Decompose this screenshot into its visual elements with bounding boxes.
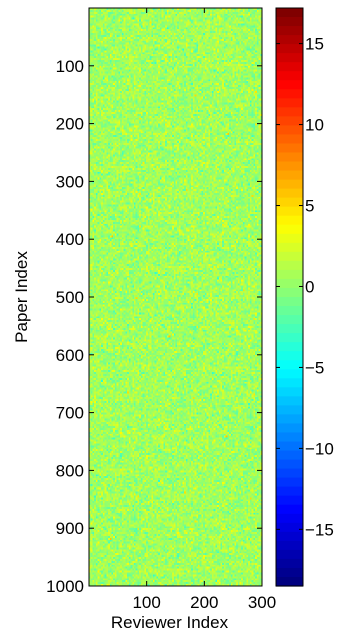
colorbar-swatch (276, 315, 303, 325)
colorbar-swatch (276, 396, 303, 406)
colorbar-swatch (276, 549, 303, 560)
y-tick-label: 900 (56, 519, 84, 538)
x-tick-label: 200 (190, 593, 218, 612)
x-axis: 100 200 300 (132, 8, 276, 612)
colorbar-swatch (276, 161, 303, 172)
colorbar-swatch (276, 414, 303, 425)
colorbar-swatch (276, 558, 303, 569)
y-tick-label: 600 (56, 346, 84, 365)
colorbar-tick-label: −15 (305, 520, 334, 539)
colorbar-swatch (276, 297, 303, 307)
colorbar-swatch (276, 53, 303, 63)
colorbar-swatch (276, 324, 303, 334)
colorbar-tick-label: −5 (305, 358, 324, 377)
colorbar-swatch (276, 170, 303, 181)
colorbar-swatch (276, 459, 303, 470)
colorbar-swatch (276, 179, 303, 190)
colorbar-tick-label: 15 (305, 35, 324, 54)
colorbar-swatch (276, 504, 303, 515)
colorbar-swatch (276, 107, 303, 117)
colorbar-swatch (276, 432, 303, 443)
colorbar-swatch (276, 224, 303, 235)
heatmap-image (89, 8, 262, 586)
y-tick-label: 500 (56, 288, 84, 307)
colorbar-swatch (276, 26, 303, 36)
colorbar-swatch (276, 531, 303, 542)
y-axis: 100 200 300 400 500 600 700 800 900 1000 (46, 57, 262, 596)
x-tick-label: 100 (132, 593, 160, 612)
colorbar-swatch (276, 143, 303, 154)
colorbar-swatch (276, 251, 303, 262)
colorbar-swatch (276, 116, 303, 127)
colorbar-swatch (276, 369, 303, 379)
colorbar-swatch (276, 269, 303, 280)
colorbar-swatch (276, 423, 303, 434)
colorbar-swatch (276, 333, 303, 343)
colorbar-swatch (276, 206, 303, 217)
y-tick-label: 1000 (46, 577, 84, 596)
colorbar-swatch (276, 306, 303, 316)
colorbar-swatch (276, 62, 303, 72)
colorbar-swatch (276, 80, 303, 90)
colorbar-swatch (276, 17, 303, 27)
colorbar-swatch (276, 441, 303, 452)
colorbar-tick-label: −10 (305, 439, 334, 458)
colorbar-swatch (276, 242, 303, 253)
y-tick-label: 300 (56, 172, 84, 191)
colorbar-swatch (276, 152, 303, 163)
colorbar-swatch (276, 468, 303, 479)
colorbar-swatch (276, 522, 303, 533)
y-tick-label: 800 (56, 461, 84, 480)
colorbar-swatch (276, 197, 303, 208)
colorbar-swatch (276, 540, 303, 551)
colorbar (276, 8, 303, 587)
colorbar-swatch (276, 576, 303, 587)
colorbar-tick-label: 10 (305, 116, 324, 135)
colorbar-swatch (276, 360, 303, 370)
colorbar-frame (275, 7, 304, 587)
heatmap-cells (89, 8, 262, 586)
colorbar-swatch (276, 44, 303, 54)
y-tick-label: 700 (56, 404, 84, 423)
colorbar-swatch (276, 278, 303, 289)
colorbar-swatch (276, 387, 303, 397)
colorbar-swatch (276, 8, 303, 18)
y-axis-label: Paper Index (12, 251, 31, 343)
colorbar-swatch (276, 287, 303, 298)
colorbar-swatch (276, 351, 303, 361)
colorbar-swatch (276, 35, 303, 45)
y-tick-label: 200 (56, 115, 84, 134)
colorbar-tick-label: 0 (305, 277, 314, 296)
y-tick-label: 400 (56, 230, 84, 249)
colorbar-swatch (276, 188, 303, 199)
colorbar-swatch (276, 125, 303, 136)
x-axis-label: Reviewer Index (111, 613, 229, 632)
colorbar-swatch (276, 477, 303, 488)
colorbar-swatch (276, 405, 303, 416)
colorbar-swatch (276, 450, 303, 461)
colorbar-swatch (276, 98, 303, 108)
colorbar-swatch (276, 260, 303, 271)
colorbar-swatch (276, 378, 303, 388)
colorbar-swatch (276, 342, 303, 352)
colorbar-swatch (276, 495, 303, 506)
colorbar-tick-label: 5 (305, 197, 314, 216)
colorbar-swatch (276, 134, 303, 145)
colorbar-swatch (276, 513, 303, 524)
colorbar-swatch (276, 89, 303, 99)
x-tick-label: 300 (248, 593, 276, 612)
colorbar-swatch (276, 567, 303, 578)
colorbar-swatch (276, 71, 303, 81)
colorbar-ticks: −15 −10 −5 0 5 10 15 (276, 35, 334, 539)
colorbar-swatch (276, 233, 303, 244)
colorbar-swatch (276, 215, 303, 226)
y-tick-label: 100 (56, 57, 84, 76)
colorbar-swatch (276, 486, 303, 497)
